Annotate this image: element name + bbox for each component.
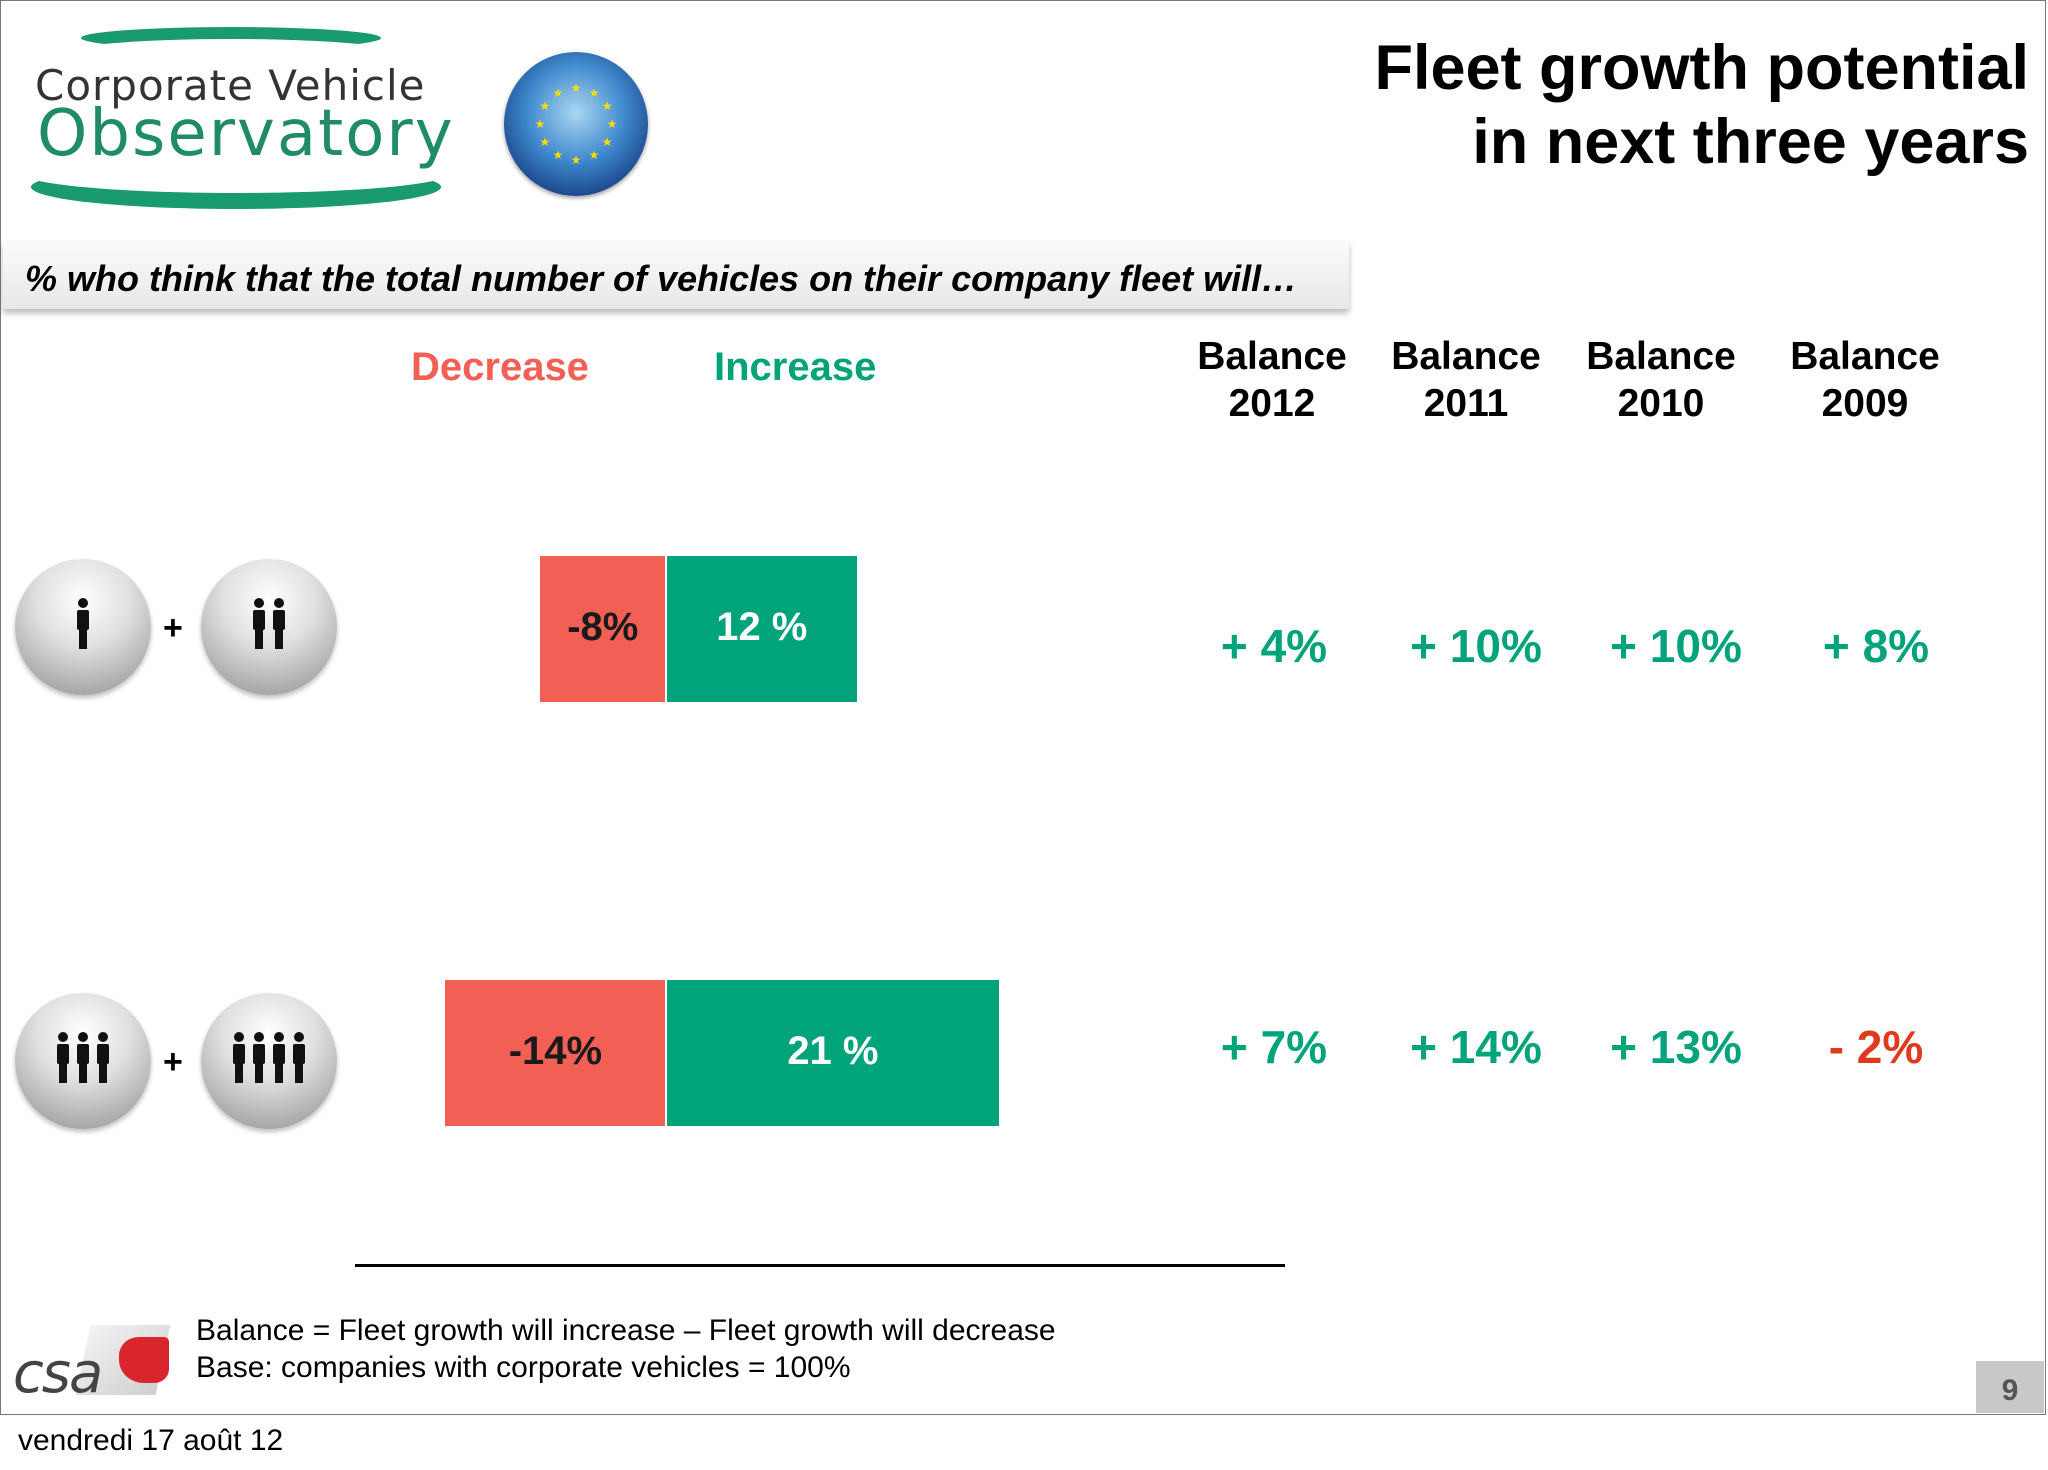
footer-date: vendredi 17 août 12: [18, 1424, 284, 1457]
eu-flag-icon: [504, 52, 648, 196]
balance-2009-row2: - 2%: [1828, 1021, 1924, 1073]
logo-line2: Observatory: [37, 97, 455, 171]
footer-divider: [355, 1264, 1285, 1267]
bar-label-increase: 12 %: [716, 605, 808, 649]
svg-text:★: ★: [535, 117, 546, 131]
legend-increase: Increase: [714, 345, 877, 389]
page-number: 9: [1976, 1361, 2044, 1413]
four-people-icon: [201, 993, 337, 1129]
eu-stars-icon: ★ ★★★★★★★★★★★: [535, 81, 618, 167]
subtitle-banner: [3, 241, 1349, 309]
title-line2: in next three years: [1472, 107, 2029, 177]
bar-decrease: [444, 980, 665, 1126]
bar-label-decrease: -8%: [567, 605, 639, 649]
page-title: Fleet growth potential in next three yea…: [1375, 31, 2030, 179]
balance-2011-row2: + 14%: [1410, 1021, 1542, 1073]
svg-text:★: ★: [553, 86, 564, 100]
logo-line1: Corporate Vehicle: [35, 61, 426, 110]
plus-sign: +: [163, 609, 183, 647]
balance-2012-row2: + 7%: [1220, 1021, 1328, 1073]
balance-2009-row1: + 8%: [1822, 620, 1930, 672]
legend-decrease: Decrease: [411, 345, 589, 389]
bar-label-increase: 21 %: [787, 1029, 879, 1073]
svg-text:★: ★: [607, 117, 618, 131]
svg-text:★: ★: [539, 135, 550, 149]
balance-header-2010: Balance 2010: [1586, 335, 1736, 425]
svg-text:★: ★: [602, 135, 613, 149]
footer-base-note: Base: companies with corporate vehicles …: [196, 1351, 851, 1384]
svg-text:★: ★: [571, 153, 582, 167]
svg-text:★: ★: [571, 81, 582, 95]
plus-sign: +: [163, 1043, 183, 1081]
bar-label-decrease: -14%: [508, 1029, 603, 1073]
title-line1: Fleet growth potential: [1374, 33, 2030, 103]
bar-increase: [667, 556, 857, 702]
svg-text:★: ★: [539, 99, 550, 113]
svg-text:★: ★: [553, 148, 564, 162]
balance-2012-row1: + 4%: [1220, 620, 1328, 672]
balance-2010-row1: + 10%: [1610, 620, 1742, 672]
subtitle-text: % who think that the total number of veh…: [25, 258, 1298, 299]
balance-header-2012: Balance 2012: [1197, 335, 1347, 425]
three-people-icon: [15, 993, 151, 1129]
balance-2011-row1: + 10%: [1410, 620, 1542, 672]
svg-text:★: ★: [589, 86, 600, 100]
balance-header-2009: Balance 2009: [1790, 335, 1940, 425]
observatory-logo: Corporate Vehicle Observatory: [1, 1, 471, 216]
csa-logo-text: csa: [13, 1341, 103, 1406]
two-people-icon: [201, 559, 337, 695]
svg-text:★: ★: [589, 148, 600, 162]
one-person-icon: [15, 559, 151, 695]
bar-decrease: [539, 556, 665, 702]
csa-logo: csa: [11, 1317, 171, 1407]
bar-increase: [667, 980, 999, 1126]
svg-text:★: ★: [602, 99, 613, 113]
footer-balance-note: Balance = Fleet growth will increase – F…: [196, 1314, 1056, 1347]
balance-header-2011: Balance 2011: [1391, 335, 1541, 425]
balance-2010-row2: + 13%: [1610, 1021, 1742, 1073]
slide: Corporate Vehicle Observatory ★ ★ ★ ★ ★ ★ ★ ★ ★ ★…: [0, 0, 2046, 1415]
